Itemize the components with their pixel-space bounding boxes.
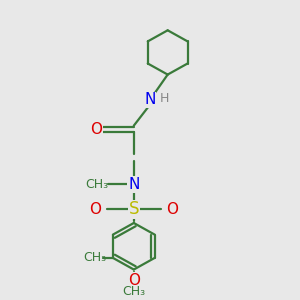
Text: O: O — [166, 202, 178, 217]
Text: CH₃: CH₃ — [84, 251, 107, 264]
Text: CH₃: CH₃ — [85, 178, 109, 191]
Text: S: S — [129, 200, 139, 218]
Text: N: N — [144, 92, 156, 107]
Text: N: N — [128, 177, 140, 192]
Text: O: O — [90, 122, 102, 136]
Text: O: O — [89, 202, 101, 217]
Text: H: H — [160, 92, 169, 105]
Text: O: O — [128, 273, 140, 288]
Text: CH₃: CH₃ — [122, 285, 146, 298]
